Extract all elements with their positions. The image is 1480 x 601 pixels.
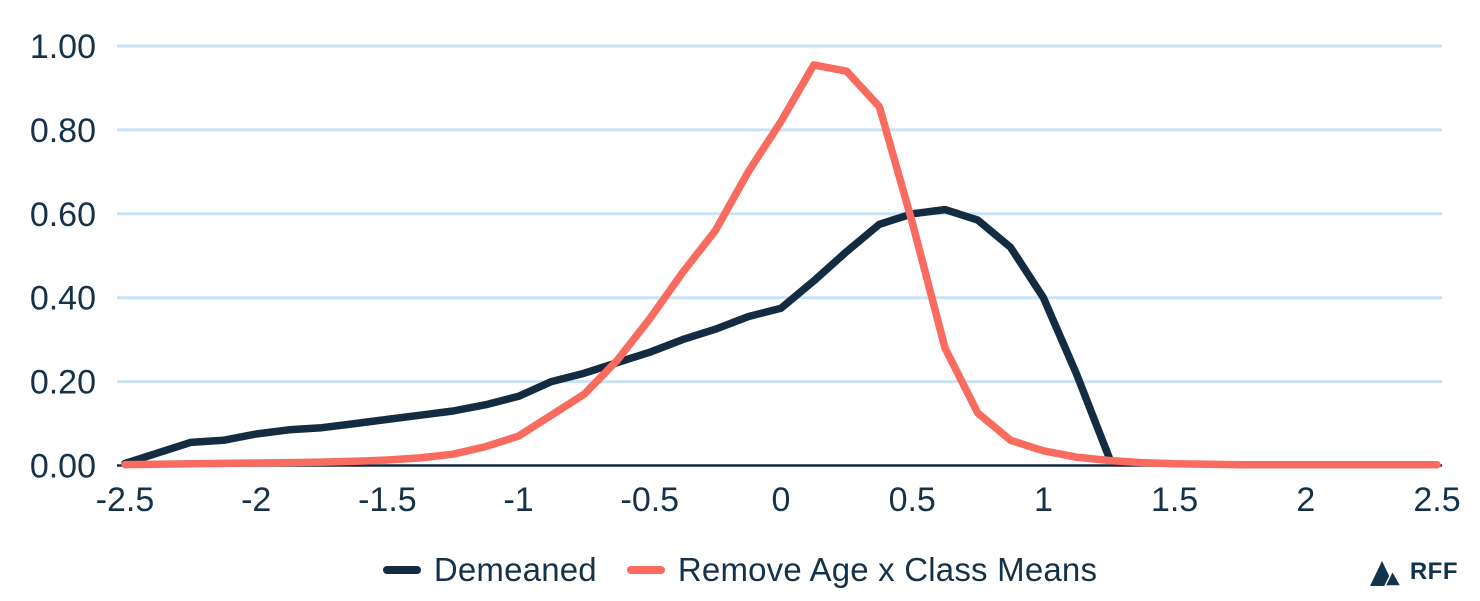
mountains-icon <box>1369 560 1402 586</box>
x-tick-label: 0.5 <box>889 481 936 519</box>
legend-item-demeaned: Demeaned <box>382 551 597 589</box>
y-tick-label: 0.20 <box>30 364 96 402</box>
y-tick-label: 1.00 <box>30 28 96 66</box>
legend-item-remove-age-x-class-means: Remove Age x Class Means <box>626 551 1098 589</box>
x-tick-label: 2 <box>1296 481 1315 519</box>
x-tick-label: -2 <box>241 481 271 519</box>
rff-logo: RFF <box>1369 558 1458 586</box>
x-tick-label: -1 <box>503 481 533 519</box>
legend-swatch-remove-age-x-class-means <box>626 566 665 574</box>
x-tick-label: 0 <box>772 481 791 519</box>
y-tick-label: 0.60 <box>30 196 96 234</box>
x-tick-label: 1.5 <box>1151 481 1198 519</box>
x-tick-label: -2.5 <box>96 481 155 519</box>
series-line-remove-age-x-class-means <box>121 61 1441 469</box>
series-line-demeaned <box>121 205 1113 468</box>
density-chart: 0.00 0.20 0.40 0.60 0.80 1.00 -2.5 -2 -1.5 -1 -0.5… <box>30 28 1461 519</box>
x-tick-label: -0.5 <box>621 481 680 519</box>
x-tick-label: 2.5 <box>1413 481 1460 519</box>
x-tick-label: -1.5 <box>358 481 417 519</box>
y-tick-label: 0.40 <box>30 280 96 318</box>
legend-swatch-demeaned <box>382 566 421 574</box>
y-tick-label: 0.00 <box>30 448 96 486</box>
rff-logo-text: RFF <box>1409 558 1458 585</box>
y-tick-label: 0.80 <box>30 112 96 150</box>
x-tick-label: 1 <box>1034 481 1053 519</box>
legend-label-demeaned: Demeaned <box>433 551 597 588</box>
legend-label-remove-age-x-class-means: Remove Age x Class Means <box>677 551 1098 588</box>
chart-legend: Demeaned Remove Age x Class Means <box>0 551 1480 589</box>
